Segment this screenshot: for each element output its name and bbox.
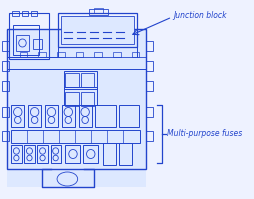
Bar [103, 143, 116, 165]
Bar [28, 105, 41, 127]
Bar [11, 145, 22, 163]
Bar [45, 105, 58, 127]
Bar [64, 87, 97, 105]
Ellipse shape [57, 172, 78, 186]
Bar [62, 105, 75, 127]
Bar [132, 52, 139, 57]
Bar [12, 11, 19, 16]
Bar [51, 145, 61, 163]
Bar [81, 92, 94, 106]
Bar [22, 11, 28, 16]
Text: Multi-purpose fuses: Multi-purpose fuses [167, 130, 242, 139]
Bar [96, 105, 116, 127]
Bar [7, 29, 146, 169]
Bar [2, 81, 9, 91]
Bar [119, 143, 132, 165]
Bar [146, 61, 152, 71]
Bar [37, 145, 48, 163]
Bar [31, 11, 37, 16]
Bar [66, 92, 78, 106]
Bar [146, 81, 152, 91]
Bar [7, 29, 146, 187]
Bar [146, 41, 152, 51]
Bar [61, 16, 134, 44]
Bar [146, 131, 152, 141]
Bar [66, 145, 81, 163]
Bar [57, 52, 65, 57]
Bar [2, 61, 9, 71]
Bar [146, 107, 152, 117]
Bar [76, 52, 83, 57]
Bar [33, 39, 42, 49]
Bar [94, 52, 102, 57]
Bar [89, 9, 108, 15]
Bar [16, 35, 29, 51]
Bar [58, 13, 137, 47]
Bar [13, 25, 39, 55]
Bar [9, 13, 49, 59]
Text: Junction block: Junction block [173, 12, 227, 20]
Bar [83, 145, 98, 163]
Bar [11, 130, 140, 143]
Bar [38, 52, 46, 57]
Bar [24, 145, 35, 163]
Bar [11, 105, 24, 127]
Bar [78, 105, 92, 127]
Bar [81, 73, 94, 87]
Bar [64, 71, 97, 89]
Bar [2, 41, 9, 51]
Bar [119, 105, 139, 127]
Bar [66, 73, 78, 87]
Bar [2, 131, 9, 141]
Bar [2, 107, 9, 117]
Bar [20, 52, 27, 57]
Bar [93, 8, 103, 13]
Bar [113, 52, 121, 57]
